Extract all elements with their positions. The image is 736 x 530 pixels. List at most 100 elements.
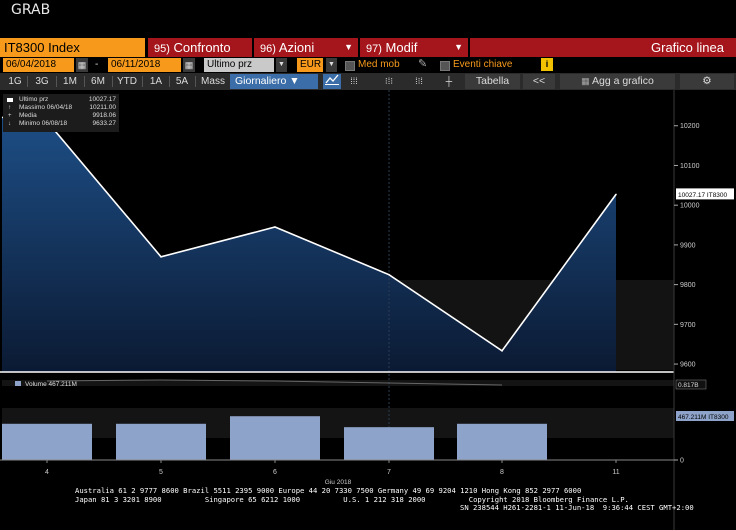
volume-bar: [2, 423, 92, 460]
chevron-down-icon: ▼: [289, 75, 300, 87]
footer-contacts: Australia 61 2 9777 8600 Brazil 5511 239…: [75, 486, 582, 495]
divider: [142, 76, 143, 87]
collapse-button[interactable]: <<: [523, 74, 555, 89]
price-legend[interactable]: Ultimo prz 10027.17 ↑ Massimo 06/04/18 1…: [3, 94, 119, 132]
legend-label: Media: [19, 112, 37, 119]
divider: [195, 76, 196, 87]
legend-row-last: Ultimo prz 10027.17: [3, 96, 119, 104]
legend-label: Massimo 06/04/18: [19, 104, 73, 111]
legend-value: 10027.17: [88, 96, 116, 103]
window-title: GRAB: [11, 2, 51, 18]
add-to-chart-label: Agg a grafico: [591, 75, 654, 87]
period-ytd-button[interactable]: YTD: [117, 76, 137, 87]
currency-select[interactable]: EUR: [297, 58, 323, 72]
legend-value: 9633.27: [92, 120, 117, 127]
settings-gear-icon[interactable]: ⚙: [680, 74, 734, 89]
candle-style-icon[interactable]: ⁞⁝⁞: [415, 76, 423, 86]
price-point: [274, 226, 276, 228]
chevron-down-icon[interactable]: ▼: [276, 58, 287, 72]
table-button[interactable]: Tabella: [465, 74, 520, 89]
dash-icon: +: [8, 113, 12, 119]
price-tag-box: [676, 188, 734, 200]
period-max-button[interactable]: Mass: [201, 76, 225, 87]
legend-swatch: [7, 98, 13, 102]
chevron-down-icon: ▼: [454, 42, 463, 52]
compare-menu-button[interactable]: 95) Confronto: [148, 38, 252, 57]
x-tick-label: 5: [159, 469, 163, 476]
volume-bar: [116, 423, 206, 460]
chevron-down-icon: ▼: [344, 42, 353, 52]
volume-bar: [457, 423, 547, 460]
legend-label: Minimo 06/08/18: [19, 120, 68, 127]
x-tick-label: 11: [612, 469, 619, 476]
arrow-up-icon: ↑: [8, 105, 11, 111]
crosshair-icon[interactable]: ┼: [445, 76, 453, 86]
x-tick-label: 7: [387, 469, 391, 476]
add-to-chart-button[interactable]: ▦ Agg a grafico: [560, 74, 675, 89]
x-tick-label: 4: [45, 469, 49, 476]
key-events-checkbox[interactable]: [440, 61, 450, 71]
grid-icon: ▦: [581, 76, 590, 86]
menu-number: 97): [366, 43, 382, 55]
footer-session: SN 238544 H261-2281-1 11-Jun-18 9:36:44 …: [460, 503, 694, 512]
key-events-label: Eventi chiave: [453, 59, 513, 70]
moving-average-label: Med mob: [358, 59, 400, 70]
y-tick-label: 9700: [680, 322, 696, 329]
frequency-label: Giornaliero: [235, 75, 287, 87]
menu-number: 95): [154, 43, 170, 55]
calendar-icon[interactable]: ▦: [76, 58, 88, 72]
price-field-select[interactable]: Ultimo prz: [204, 58, 274, 72]
y-tick-label: 9900: [680, 242, 696, 249]
start-date-field[interactable]: 06/04/2018: [3, 58, 74, 72]
volume-legend-label: Volume 467.211M: [25, 381, 77, 388]
price-tag-label: 10027.17 IT8300: [678, 192, 728, 199]
volume-legend[interactable]: Volume 467.211M: [3, 380, 93, 390]
chart-area[interactable]: 10200 10100 10000 9900 9800 9700 9600 10027.17 …: [0, 90, 736, 530]
info-icon[interactable]: i: [541, 58, 553, 71]
divider: [56, 76, 57, 87]
legend-row-high: ↑ Massimo 06/04/18 10211.00: [3, 104, 119, 112]
y-tick-label: 10200: [680, 123, 700, 130]
pencil-icon[interactable]: ✎: [418, 58, 428, 70]
volume-tag-top: 0.817B: [678, 382, 699, 389]
y-tick-label: 9800: [680, 282, 696, 289]
date-separator: -: [95, 59, 99, 70]
period-1y-button[interactable]: 1A: [149, 76, 163, 87]
period-6m-button[interactable]: 6M: [91, 76, 105, 87]
legend-value: 10211.00: [89, 104, 116, 111]
axes: 10200 10100 10000 9900 9800 9700 9600 10027.17 …: [0, 90, 734, 530]
actions-menu-button[interactable]: 96) Azioni ▼: [254, 38, 358, 57]
price-point: [501, 350, 503, 352]
bar-style-icon[interactable]: ⁝⁞⁝: [384, 76, 394, 86]
y-tick-label: 10100: [680, 163, 700, 170]
menu-label: Confronto: [173, 40, 231, 55]
line-chart-icon[interactable]: [323, 74, 341, 89]
edit-menu-button[interactable]: 97) Modif ▼: [360, 38, 468, 57]
volume-panel-band: [2, 408, 674, 438]
divider: [112, 76, 113, 87]
pointer-grid-icon[interactable]: ⁞⁞⁞: [350, 76, 358, 86]
legend-label: Ultimo prz: [19, 96, 49, 103]
period-1m-button[interactable]: 1M: [63, 76, 77, 87]
volume-tag-label: 467.211M IT8300: [678, 414, 729, 421]
chevron-down-icon[interactable]: ▼: [326, 58, 337, 72]
price-area: [2, 117, 616, 372]
chart-type-title: Grafico linea: [470, 38, 736, 57]
menu-label: Modif: [385, 40, 418, 55]
menu-number: 96): [260, 43, 276, 55]
frequency-select[interactable]: Giornaliero ▼: [230, 74, 318, 89]
period-5y-button[interactable]: 5A: [175, 76, 189, 87]
divider: [169, 76, 170, 87]
end-date-field[interactable]: 06/11/2018: [108, 58, 181, 72]
footer-contacts: Japan 81 3 3201 8900 Singapore 65 6212 1…: [75, 494, 629, 504]
menu-label: Azioni: [278, 40, 315, 55]
period-3d-button[interactable]: 3G: [35, 76, 49, 87]
calendar-icon[interactable]: ▦: [183, 58, 195, 72]
volume-average-line: [46, 379, 503, 386]
volume-panel-band: [2, 380, 674, 386]
moving-average-checkbox[interactable]: [345, 61, 355, 71]
period-1d-button[interactable]: 1G: [8, 76, 22, 87]
price-point: [615, 193, 617, 196]
volume-bar: [230, 416, 320, 460]
ticker-field[interactable]: IT8300 Index: [0, 38, 145, 57]
